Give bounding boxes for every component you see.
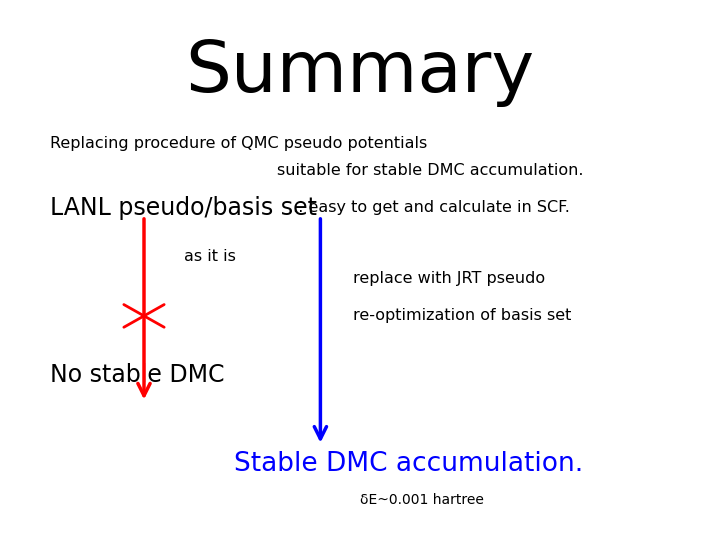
Text: LANL pseudo/basis set: LANL pseudo/basis set [50, 196, 318, 220]
Text: suitable for stable DMC accumulation.: suitable for stable DMC accumulation. [277, 163, 584, 178]
Text: Stable DMC accumulation.: Stable DMC accumulation. [234, 451, 583, 477]
Text: ... easy to get and calculate in SCF.: ... easy to get and calculate in SCF. [288, 200, 570, 215]
Text: as it is: as it is [184, 249, 235, 264]
Text: No stable DMC: No stable DMC [50, 363, 225, 387]
Text: re-optimization of basis set: re-optimization of basis set [353, 308, 571, 323]
Text: Replacing procedure of QMC pseudo potentials: Replacing procedure of QMC pseudo potent… [50, 136, 428, 151]
Text: replace with JRT pseudo: replace with JRT pseudo [353, 271, 545, 286]
Text: Summary: Summary [186, 38, 534, 107]
Text: δE~0.001 hartree: δE~0.001 hartree [360, 492, 484, 507]
